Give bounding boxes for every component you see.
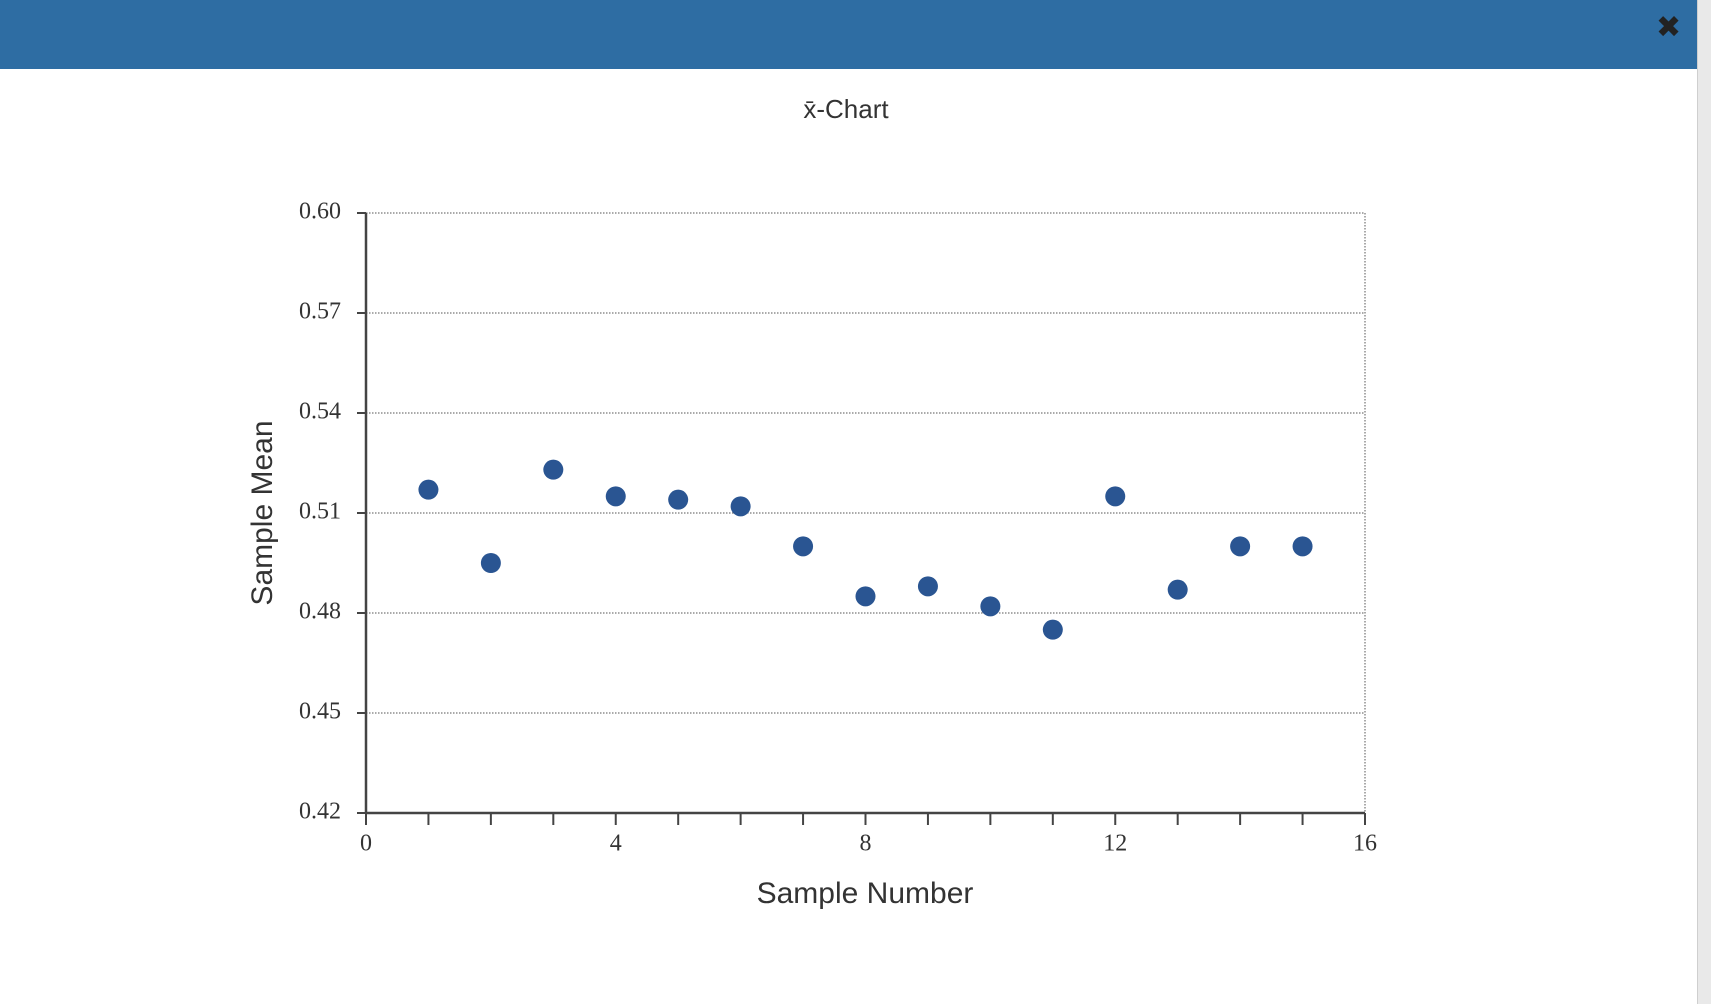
y-tick-label: 0.45 (299, 699, 341, 725)
modal-header (0, 0, 1697, 69)
data-point (605, 486, 626, 507)
y-tick-label: 0.60 (299, 199, 341, 225)
chart-title: x̄-Chart (803, 94, 889, 124)
x-tick-label: 0 (360, 831, 372, 857)
data-point (668, 489, 689, 510)
y-tick-label: 0.48 (299, 599, 341, 625)
data-point (1042, 619, 1063, 640)
x-tick-label: 16 (1353, 831, 1377, 857)
data-point (1105, 486, 1126, 507)
data-point (793, 536, 814, 557)
data-point (917, 576, 938, 597)
data-point (1167, 579, 1188, 600)
x-tick-label: 4 (610, 831, 622, 857)
data-point (855, 586, 876, 607)
close-button[interactable]: ✖ (1656, 10, 1682, 45)
y-tick-label: 0.42 (299, 799, 341, 825)
y-tick-label: 0.51 (299, 499, 341, 525)
x-tick-label: 12 (1103, 831, 1127, 857)
data-point (980, 596, 1001, 617)
data-point (1292, 536, 1313, 557)
y-axis-label: Sample Mean (246, 420, 279, 605)
y-tick-label: 0.54 (299, 399, 341, 425)
data-point (418, 479, 439, 500)
x-tick-label: 8 (860, 831, 872, 857)
data-point (543, 459, 564, 480)
data-point (1230, 536, 1251, 557)
data-point (480, 553, 501, 573)
y-tick-label: 0.57 (299, 299, 341, 325)
x-axis-label: Sample Number (757, 877, 974, 910)
data-point (730, 496, 751, 517)
